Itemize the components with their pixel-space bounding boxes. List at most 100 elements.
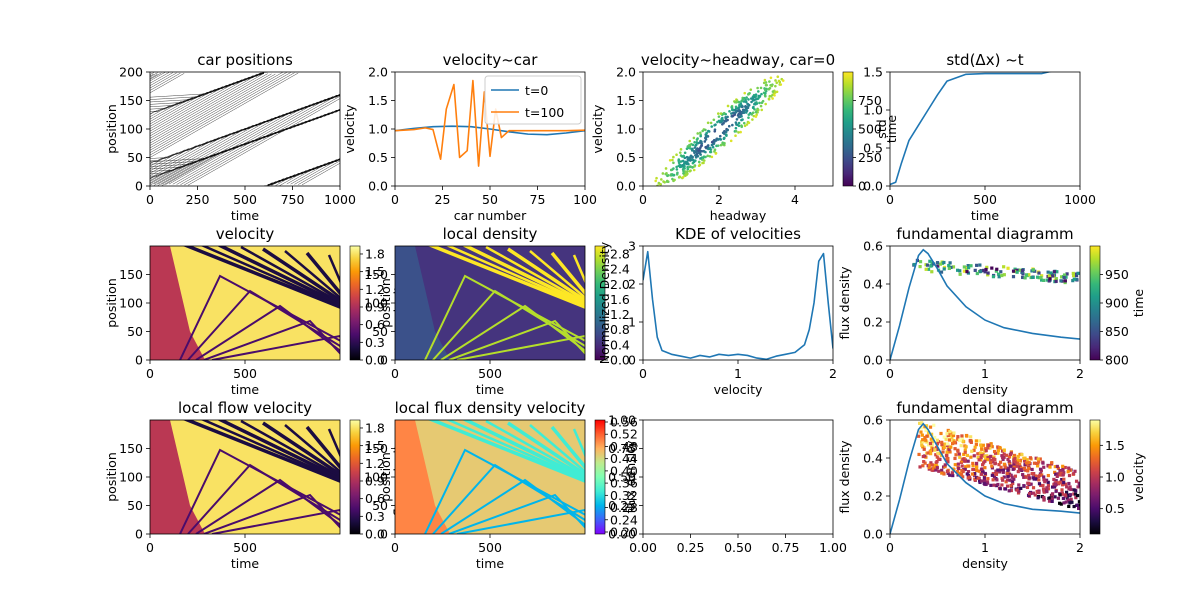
scatter-point xyxy=(922,460,926,464)
scatter-point xyxy=(707,129,710,133)
scatter-point xyxy=(965,434,969,438)
scatter-point xyxy=(969,264,973,268)
scatter-point xyxy=(1042,490,1046,494)
scatter-point xyxy=(1062,480,1066,485)
scatter-point xyxy=(678,151,682,154)
colorbar-tick-label: 2.4 xyxy=(610,262,630,277)
scatter-point xyxy=(916,434,921,438)
scatter-point xyxy=(1011,481,1015,486)
scatter-point xyxy=(716,112,720,115)
scatter-point xyxy=(769,95,773,98)
scatter-point xyxy=(655,176,658,180)
scatter-point xyxy=(1042,478,1046,482)
scatter-point xyxy=(940,440,944,444)
scatter-point xyxy=(697,151,701,155)
y-tick-label: 100 xyxy=(119,122,143,137)
scatter-point xyxy=(945,469,950,474)
scatter-point xyxy=(672,167,675,170)
panel-11: 0.00 0.25 0.50 0.75 1.00 0.00 0.25 0.50 0.75 1.00 xyxy=(608,413,847,556)
heatmap-jam-band xyxy=(203,319,340,360)
scatter-point xyxy=(1012,477,1016,481)
scatter-point xyxy=(1059,471,1063,476)
scatter-point xyxy=(1062,477,1066,481)
scatter-point xyxy=(985,458,989,462)
x-tick-label: 2 xyxy=(1076,366,1084,381)
scatter-point xyxy=(771,90,775,93)
scatter-point xyxy=(1023,276,1027,280)
scatter-point xyxy=(1026,481,1030,485)
scatter-point xyxy=(1062,501,1066,505)
scatter-point xyxy=(690,158,694,162)
x-axis-label: time xyxy=(231,208,260,223)
scatter-point xyxy=(728,109,731,113)
scatter-point xyxy=(1029,275,1033,280)
scatter-point xyxy=(1006,474,1010,478)
y-tick-label: 0.0 xyxy=(863,179,883,194)
scatter-point xyxy=(953,456,957,461)
scatter-point xyxy=(1039,483,1043,488)
scatter-point xyxy=(1018,463,1022,467)
scatter-point xyxy=(768,80,771,83)
y-axis-label: Normalized Density xyxy=(597,241,612,364)
colorbar-tick-label: 0.20 xyxy=(610,525,638,540)
scatter-point xyxy=(991,472,995,476)
scatter-point xyxy=(1055,474,1059,479)
scatter-point xyxy=(1041,461,1045,465)
scatter-point xyxy=(953,447,957,451)
scatter-point xyxy=(760,108,764,112)
scatter-point xyxy=(946,471,950,476)
scatter-point xyxy=(723,129,726,133)
plot-area xyxy=(150,72,340,186)
y-tick-label: 0.0 xyxy=(368,179,388,194)
y-tick-label: 0 xyxy=(380,527,388,542)
heatmap-jam-band xyxy=(182,246,340,309)
scatter-point xyxy=(968,439,972,443)
panel-title: local density xyxy=(443,225,538,243)
scatter-point xyxy=(1041,484,1045,488)
scatter-point xyxy=(996,482,1000,487)
scatter-point xyxy=(714,152,718,155)
scatter-point xyxy=(1076,271,1080,275)
panel-2: t=0 t=100 0 25 50 75 100 0.0 0.5 1.0 1.5 2.0 velocit… xyxy=(342,51,597,223)
scatter-point xyxy=(1001,478,1005,482)
y-tick-label: 0.2 xyxy=(863,315,883,330)
heatmap-jam-band xyxy=(211,334,340,360)
y-tick-label: 0.4 xyxy=(863,451,883,466)
scatter-point xyxy=(1007,489,1011,493)
scatter-point xyxy=(940,442,944,447)
scatter-point xyxy=(1031,491,1035,495)
scatter-point xyxy=(1012,462,1016,466)
scatter-point xyxy=(1078,484,1080,488)
scatter-point xyxy=(934,453,938,457)
scatter-point xyxy=(1000,483,1004,487)
scatter-point xyxy=(924,438,928,442)
y-tick-label: 1.0 xyxy=(863,103,883,118)
scatter-point xyxy=(991,478,995,482)
scatter-point xyxy=(1039,275,1043,280)
scatter-point xyxy=(1045,278,1049,282)
scatter-point xyxy=(672,155,675,159)
scatter-point xyxy=(983,459,987,463)
scatter-point xyxy=(983,456,988,461)
scatter-point xyxy=(1038,467,1043,471)
scatter-point xyxy=(1031,275,1035,279)
scatter-point xyxy=(761,99,765,103)
scatter-point xyxy=(1036,457,1040,461)
scatter-point xyxy=(1028,456,1033,460)
scatter-point xyxy=(980,453,984,458)
panel-title: velocity~headway, car=0 xyxy=(641,51,835,69)
scatter-point xyxy=(991,275,996,279)
scatter-point xyxy=(926,431,931,435)
scatter-point xyxy=(998,445,1002,450)
colorbar-tick-label: 0 xyxy=(858,179,866,194)
scatter-point xyxy=(943,442,947,446)
scatter-point xyxy=(939,270,944,274)
scatter-point xyxy=(963,448,967,452)
scatter-point xyxy=(1062,275,1066,280)
scatter-point xyxy=(1053,470,1057,474)
scatter-point xyxy=(1025,458,1029,462)
scatter-point xyxy=(951,265,956,269)
scatter-point xyxy=(771,97,774,100)
scatter-point xyxy=(759,86,763,90)
scatter-point xyxy=(985,265,989,269)
